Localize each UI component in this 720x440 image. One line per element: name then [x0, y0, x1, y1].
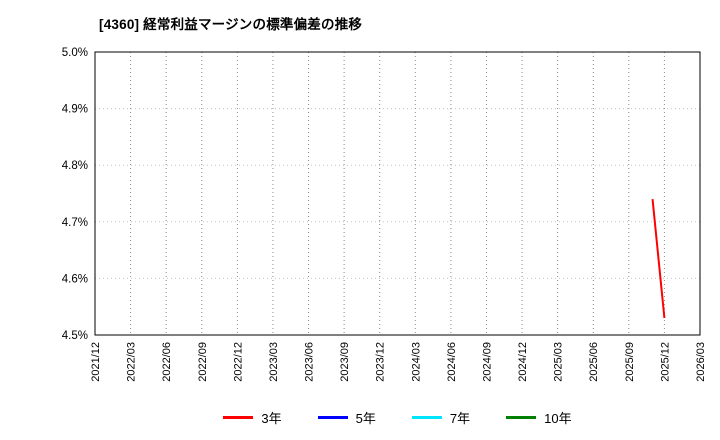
legend-item-7y: 7年 — [411, 408, 471, 427]
x-tick-label: 2026/03 — [695, 342, 707, 382]
x-tick-label: 2022/12 — [232, 342, 244, 382]
x-tick-label: 2023/06 — [304, 342, 316, 382]
x-tick-label: 2021/12 — [90, 342, 102, 382]
legend-label-3y: 3年 — [261, 411, 282, 426]
y-tick-label: 5.0% — [62, 47, 88, 59]
legend-line-icon-10y — [506, 416, 537, 419]
x-tick-label: 2024/09 — [481, 342, 493, 382]
legend: 3年 5年 7年 10年 — [95, 408, 700, 427]
x-tick-label: 2022/09 — [197, 342, 209, 382]
x-tick-label: 2023/03 — [268, 342, 280, 382]
legend-line-icon-7y — [411, 416, 442, 419]
y-tick-label: 4.9% — [62, 104, 88, 116]
legend-item-5y: 5年 — [317, 408, 376, 427]
y-tick-label: 4.6% — [62, 273, 88, 285]
x-tick-label: 2022/06 — [161, 342, 173, 382]
legend-label-7y: 7年 — [449, 411, 471, 426]
legend-line-icon-5y — [317, 416, 348, 419]
chart-title: [4360] 経常利益マージンの標準偏差の推移 — [99, 17, 363, 32]
x-tick-label: 2023/09 — [339, 342, 351, 382]
legend-item-3y: 3年 — [223, 408, 282, 427]
plot-border — [94, 51, 701, 336]
legend-label-10y: 10年 — [544, 411, 572, 426]
y-tick-label: 4.7% — [62, 217, 88, 229]
x-tick-label: 2024/12 — [517, 342, 529, 382]
legend-label-5y: 5年 — [355, 411, 376, 426]
x-tick-label: 2024/03 — [410, 342, 422, 382]
legend-item-10y: 10年 — [506, 408, 572, 427]
x-tick-label: 2025/12 — [659, 342, 671, 382]
series-line-0 — [651, 199, 666, 319]
x-tick-label: 2025/09 — [624, 342, 636, 382]
legend-line-icon-3y — [223, 416, 254, 419]
x-tick-label: 2025/06 — [588, 342, 600, 382]
x-tick-label: 2024/06 — [446, 342, 458, 382]
x-tick-label: 2022/03 — [126, 342, 138, 382]
x-tick-label: 2025/03 — [553, 342, 565, 382]
x-tick-label: 2023/12 — [375, 342, 387, 382]
y-tick-label: 4.5% — [62, 330, 88, 342]
y-tick-label: 4.8% — [62, 160, 88, 172]
